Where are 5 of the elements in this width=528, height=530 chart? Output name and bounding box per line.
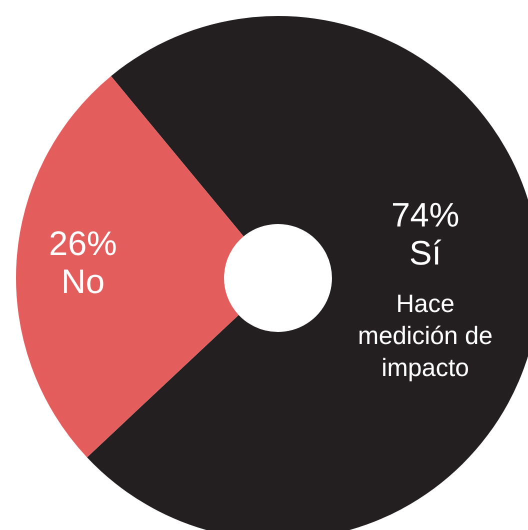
text: Hace medición de impacto xyxy=(358,290,493,382)
data-label: 74% xyxy=(391,196,460,235)
slice-label: Sí xyxy=(409,234,442,273)
data-label: 26% xyxy=(48,225,117,264)
slice-label: No xyxy=(61,263,105,302)
